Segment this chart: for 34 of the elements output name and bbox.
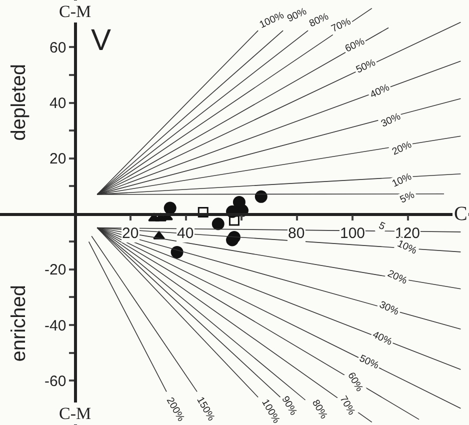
x-tick-label: 100 bbox=[340, 225, 366, 242]
x-tick-label: 80 bbox=[288, 225, 305, 242]
annotation: 20% bbox=[386, 268, 409, 287]
annotation: depleted bbox=[8, 64, 30, 141]
y-tick-label: 40 bbox=[49, 95, 66, 112]
annotation: 10% bbox=[390, 171, 414, 190]
y-tick-label: -40 bbox=[44, 317, 66, 334]
annotation: 20% bbox=[390, 139, 414, 158]
annotation: 30% bbox=[380, 111, 402, 130]
x-tick-label: 20 bbox=[122, 225, 139, 242]
annotation: 40% bbox=[368, 82, 392, 101]
y-tick-label: 60 bbox=[49, 39, 66, 56]
x-tick-label: 40 bbox=[177, 225, 194, 242]
annotation: 5 bbox=[376, 220, 387, 233]
annotation: 70% bbox=[330, 16, 353, 35]
y-tick-label: -60 bbox=[44, 372, 66, 390]
annotation: 50% bbox=[354, 57, 378, 76]
annotation: 40% bbox=[370, 330, 394, 348]
annotation: 5% bbox=[398, 190, 416, 206]
annotation: V bbox=[91, 24, 112, 57]
annotation: C bbox=[454, 203, 468, 225]
y-tick-label: -20 bbox=[44, 262, 66, 279]
annotation: C-M bbox=[59, 404, 92, 423]
annotation: C-M bbox=[59, 2, 92, 21]
y-tick-label: 20 bbox=[49, 150, 66, 168]
annotation: 80% bbox=[308, 11, 331, 30]
x-tick-label: 120 bbox=[395, 225, 420, 242]
annotation: 90% bbox=[286, 6, 309, 25]
annotation: 50% bbox=[358, 353, 380, 372]
annotation: 60% bbox=[344, 36, 366, 55]
annotation: enriched bbox=[8, 285, 30, 362]
annotation: 30% bbox=[377, 299, 400, 318]
annotation: 10% bbox=[395, 238, 418, 257]
annotation: 100% bbox=[258, 10, 286, 31]
